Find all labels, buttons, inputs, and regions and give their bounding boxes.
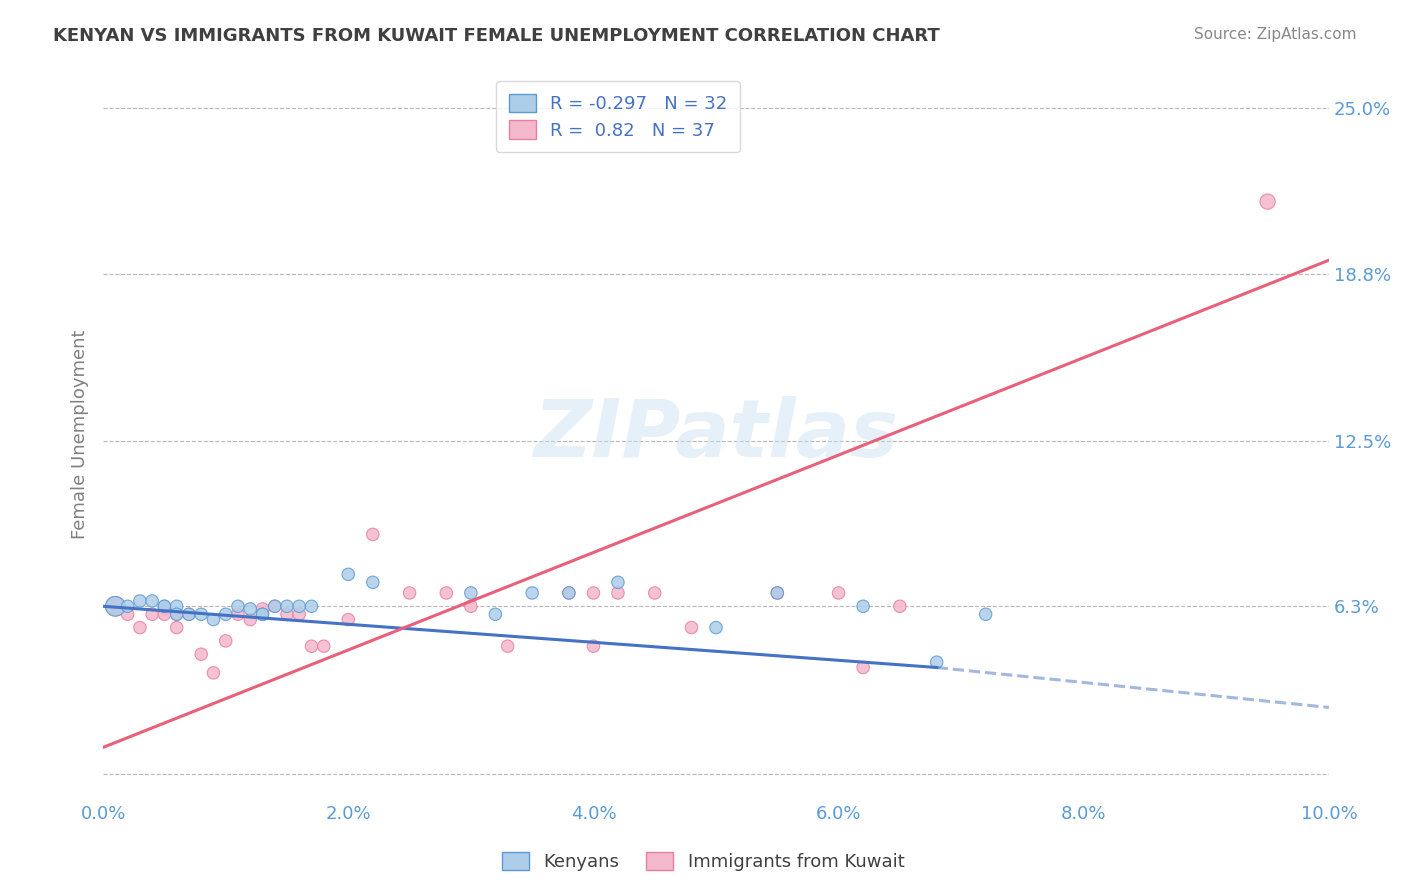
Point	[226, 599, 249, 614]
Point	[766, 586, 789, 600]
Point	[558, 586, 581, 600]
Point	[263, 599, 285, 614]
Point	[496, 639, 519, 653]
Point	[117, 599, 139, 614]
Point	[129, 621, 152, 635]
Point	[252, 607, 274, 622]
Point	[215, 607, 238, 622]
Point	[153, 599, 176, 614]
Point	[582, 639, 605, 653]
Point	[889, 599, 911, 614]
Point	[766, 586, 789, 600]
Point	[141, 607, 163, 622]
Point	[104, 599, 127, 614]
Point	[1257, 194, 1279, 209]
Point	[215, 633, 238, 648]
Legend: R = -0.297   N = 32, R =  0.82   N = 37: R = -0.297 N = 32, R = 0.82 N = 37	[496, 81, 740, 153]
Point	[166, 621, 188, 635]
Point	[607, 575, 630, 590]
Point	[925, 655, 948, 669]
Point	[252, 602, 274, 616]
Text: KENYAN VS IMMIGRANTS FROM KUWAIT FEMALE UNEMPLOYMENT CORRELATION CHART: KENYAN VS IMMIGRANTS FROM KUWAIT FEMALE …	[53, 27, 941, 45]
Point	[104, 599, 127, 614]
Point	[644, 586, 666, 600]
Point	[361, 575, 384, 590]
Point	[239, 613, 262, 627]
Point	[704, 621, 727, 635]
Point	[484, 607, 506, 622]
Point	[288, 599, 311, 614]
Point	[153, 599, 176, 614]
Point	[117, 607, 139, 622]
Y-axis label: Female Unemployment: Female Unemployment	[72, 330, 89, 540]
Point	[166, 607, 188, 622]
Point	[607, 586, 630, 600]
Point	[276, 599, 298, 614]
Point	[361, 527, 384, 541]
Point	[852, 660, 875, 674]
Point	[263, 599, 285, 614]
Point	[202, 613, 225, 627]
Point	[827, 586, 849, 600]
Point	[239, 602, 262, 616]
Point	[974, 607, 997, 622]
Point	[301, 639, 323, 653]
Point	[202, 665, 225, 680]
Point	[337, 567, 360, 582]
Point	[141, 594, 163, 608]
Point	[190, 607, 212, 622]
Point	[434, 586, 457, 600]
Point	[166, 607, 188, 622]
Point	[177, 607, 200, 622]
Text: ZIPatlas: ZIPatlas	[533, 395, 898, 474]
Legend: Kenyans, Immigrants from Kuwait: Kenyans, Immigrants from Kuwait	[495, 845, 911, 879]
Point	[312, 639, 335, 653]
Point	[288, 607, 311, 622]
Point	[681, 621, 703, 635]
Point	[460, 586, 482, 600]
Point	[558, 586, 581, 600]
Point	[301, 599, 323, 614]
Point	[190, 647, 212, 661]
Point	[252, 607, 274, 622]
Text: Source: ZipAtlas.com: Source: ZipAtlas.com	[1194, 27, 1357, 42]
Point	[276, 607, 298, 622]
Point	[852, 599, 875, 614]
Point	[520, 586, 543, 600]
Point	[153, 602, 176, 616]
Point	[460, 599, 482, 614]
Point	[166, 599, 188, 614]
Point	[398, 586, 420, 600]
Point	[226, 607, 249, 622]
Point	[177, 607, 200, 622]
Point	[582, 586, 605, 600]
Point	[129, 594, 152, 608]
Point	[153, 607, 176, 622]
Point	[337, 613, 360, 627]
